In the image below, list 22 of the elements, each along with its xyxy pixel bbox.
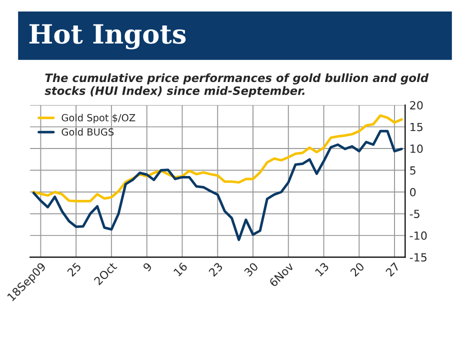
x-tick-label: 23 [208, 262, 224, 277]
line-series [32, 114, 403, 202]
line-series [32, 130, 403, 242]
x-tick-label: 30 [244, 262, 259, 277]
y-tick-label: 10 [410, 144, 423, 153]
y-tick-label: -15 [410, 253, 426, 262]
legend-label: Gold Spot $/OZ [62, 114, 136, 124]
y-tick-label: 5 [410, 166, 416, 175]
x-tick-label: 25 [66, 262, 82, 277]
y-tick-label: 0 [410, 188, 416, 196]
y-tick-label: 15 [410, 122, 422, 132]
x-tick-label: 20 [350, 262, 365, 277]
y-tick-label: -5 [410, 210, 420, 218]
chart-subtitle: The cumulative price performances of gold bullion and gold stocks (HUI Index) since mid-September. [44, 73, 429, 98]
x-tick-label: 27 [385, 262, 400, 277]
x-tick-label: 9 [142, 262, 152, 272]
chart-title: Hot Ingots [29, 24, 186, 50]
y-tick-label: 20 [410, 101, 423, 110]
y-tick-label: -10 [410, 231, 427, 240]
legend-label: Gold BUGS [62, 128, 114, 136]
x-tick-label: 16 [173, 262, 188, 277]
x-tick-label: 13 [314, 262, 330, 277]
